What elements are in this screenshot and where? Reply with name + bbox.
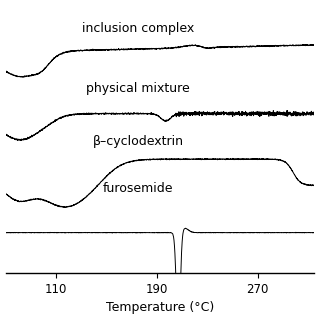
Text: β–cyclodextrin: β–cyclodextrin (92, 135, 183, 148)
X-axis label: Temperature (°C): Temperature (°C) (106, 301, 214, 315)
Text: inclusion complex: inclusion complex (82, 22, 194, 35)
Text: physical mixture: physical mixture (86, 82, 190, 95)
Text: furosemide: furosemide (103, 182, 173, 195)
